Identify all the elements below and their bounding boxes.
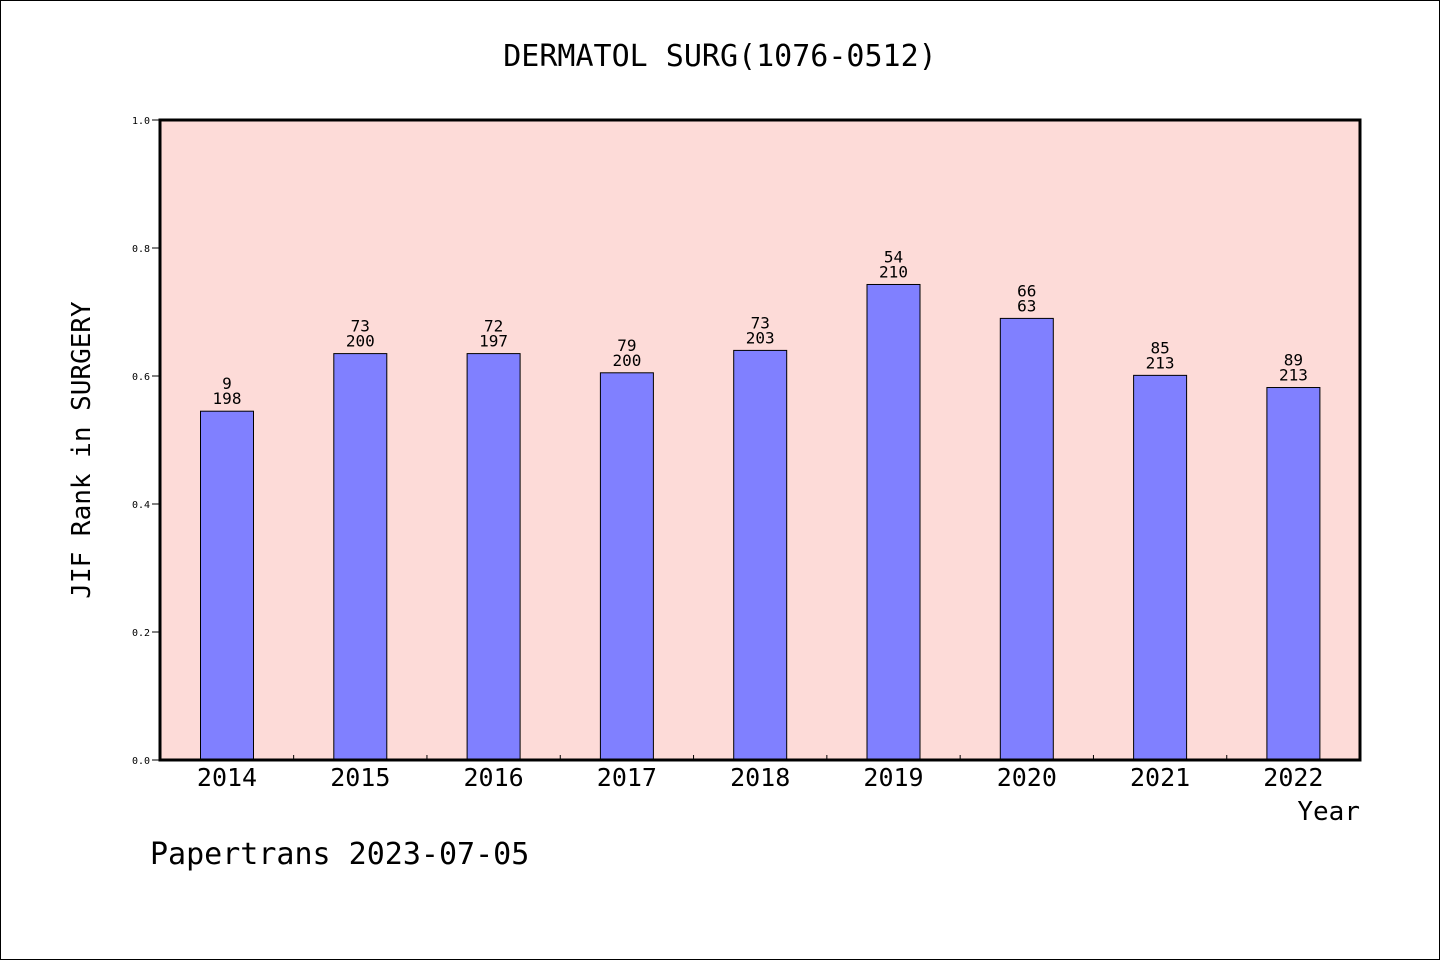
x-tick-label: 2017 [597,763,657,792]
y-tick-label: 0.4 [132,500,150,511]
x-tick-label: 2016 [463,763,523,792]
x-axis: 2014 2015 2016 2017 2018 2019 2020 2021 2022 [197,755,1324,792]
plot-border [158,118,1362,762]
y-tick-label: 0.6 [132,372,150,383]
bar-label-bottom: 63 [1017,296,1036,315]
bar [200,410,254,761]
bar-label-bottom: 213 [1146,353,1175,372]
bar [1266,387,1321,761]
y-tick-label: 0.8 [132,244,150,255]
x-tick-label: 2020 [997,763,1057,792]
y-tick-label: 0.0 [132,756,150,767]
bar-label-bottom: 213 [1279,366,1308,385]
bar-label-bottom: 203 [746,328,775,347]
bar-label-bottom: 197 [479,332,508,351]
y-axis: 0.0 0.2 0.4 0.6 0.8 1.0 [132,116,160,767]
bar [599,372,654,761]
x-tick-label: 2015 [330,763,390,792]
x-tick-label: 2022 [1263,763,1323,792]
y-tick-label: 1.0 [132,116,150,127]
y-tick-label: 0.2 [132,628,150,639]
y-axis-label: JIF Rank in SURGERY [67,301,97,599]
bar [999,317,1054,761]
bar-label-bottom: 200 [612,351,641,370]
bar-label-top: 72 [484,317,503,336]
bar-label-top: 89 [1284,351,1303,370]
bar-label-top: 79 [617,336,636,355]
bar-label-top: 85 [1150,338,1169,357]
bar-label-top: 73 [751,313,770,332]
x-tick-label: 2021 [1130,763,1190,792]
bar-label-bottom: 200 [346,332,375,351]
chart-title: DERMATOL SURG(1076-0512) [503,39,936,74]
x-tick-label: 2014 [197,763,257,792]
bar-label-top: 66 [1017,281,1036,300]
bar [333,353,388,761]
bar-label-bottom: 198 [213,389,242,408]
x-axis-label: Year [1297,797,1360,827]
bar-label-top: 73 [351,317,370,336]
bar [1133,374,1188,761]
x-tick-label: 2018 [730,763,790,792]
bar-label-bottom: 210 [879,262,908,281]
bar-label-top: 54 [884,247,903,266]
bar [866,283,921,761]
bar-label-top: 9 [222,374,232,393]
bar [466,353,521,761]
bar [733,349,788,761]
x-tick-label: 2019 [863,763,923,792]
footer-text: Papertrans 2023-07-05 [150,837,529,872]
